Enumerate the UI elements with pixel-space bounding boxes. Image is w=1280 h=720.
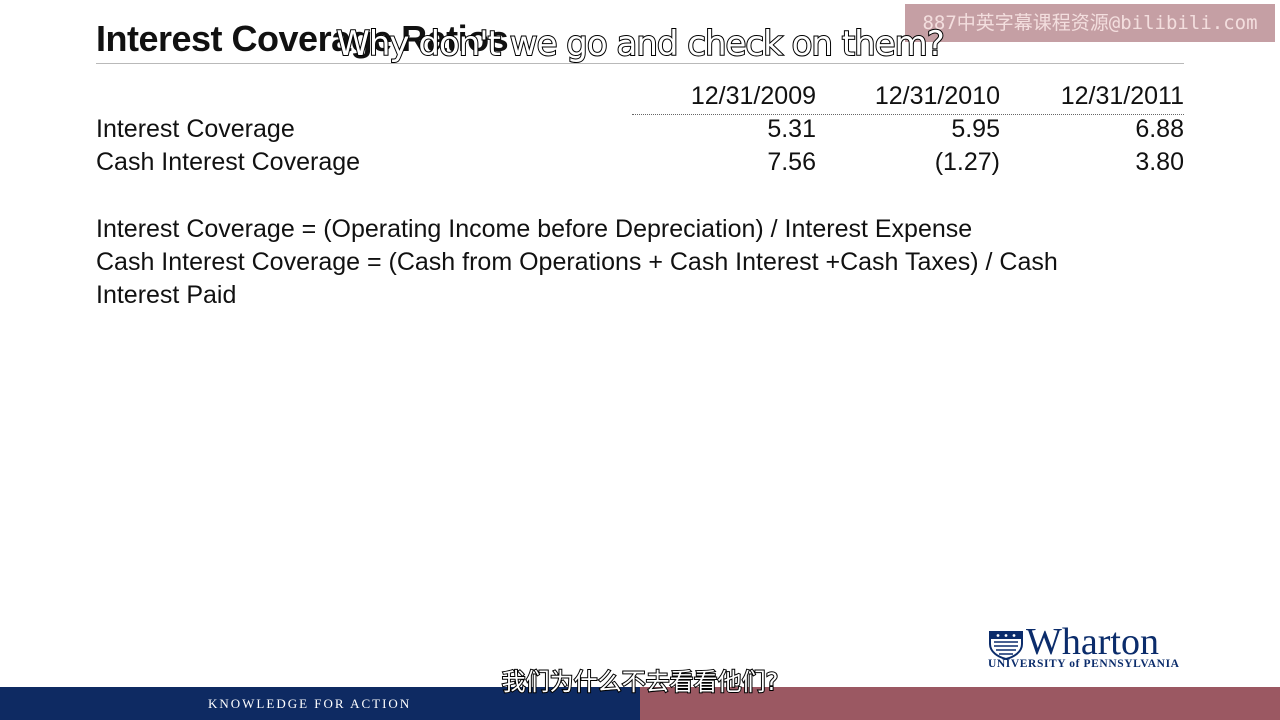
table-cell: 5.31 [767,115,816,143]
title-divider [96,63,1184,64]
column-header-2011: 12/31/2011 [1060,82,1184,110]
footer-band-navy: KNOWLEDGE FOR ACTION [0,687,640,720]
row-label: Interest Coverage [96,115,295,143]
table-header: 12/31/2009 12/31/2010 12/31/2011 [632,82,1184,115]
column-header-2009: 12/31/2009 [690,82,816,110]
logo-wordmark: Wharton [1026,621,1159,663]
table-cell: (1.27) [934,148,1000,176]
table-cell: 7.56 [767,148,816,176]
table-cell: 3.80 [1135,148,1184,176]
formula-cash-interest-coverage-continued: Interest Paid [96,281,237,309]
table-row-interest-coverage: Interest Coverage 5.31 5.95 6.88 [96,115,1184,147]
slide-title: Interest Coverage Ratios [96,18,509,59]
row-label: Cash Interest Coverage [96,148,361,176]
subtitle-chinese: 我们为什么不去看看他们? [501,667,780,697]
subtitle-english: Why don't we go and check on them? [335,23,945,65]
table-row-cash-interest-coverage: Cash Interest Coverage 7.56 (1.27) 3.80 [96,148,1184,180]
formula-interest-coverage: Interest Coverage = (Operating Income be… [96,215,973,243]
footer-band-maroon [640,687,1280,720]
table-cell: 5.95 [951,115,1000,143]
formula-cash-interest-coverage: Cash Interest Coverage = (Cash from Oper… [96,248,1058,276]
logo-subtitle: UNIVERSITY of PENNSYLVANIA [988,658,1180,670]
column-header-2010: 12/31/2010 [874,82,1000,110]
penn-shield-icon [989,631,1023,660]
watermark: 887中英字幕课程资源@bilibili.com [905,4,1275,42]
table-cell: 6.88 [1135,115,1184,143]
wharton-logo: Wharton UNIVERSITY of PENNSYLVANIA [988,621,1193,672]
footer-tagline: KNOWLEDGE FOR ACTION [208,696,412,711]
